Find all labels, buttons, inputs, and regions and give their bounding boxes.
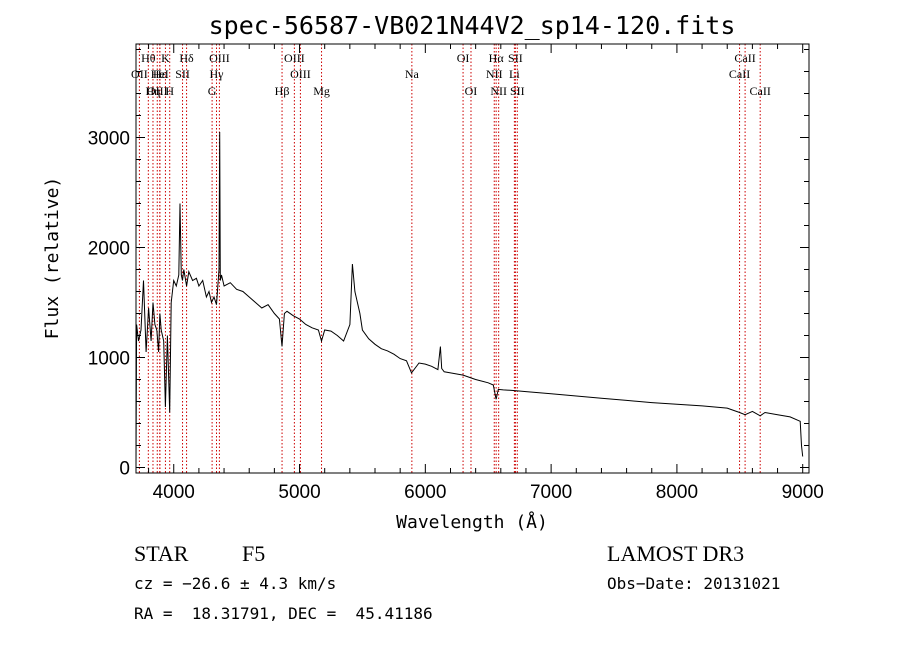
emission-line-label: NII	[490, 84, 507, 98]
emission-line-label: H	[165, 84, 174, 98]
x-tick-label: 8000	[656, 482, 698, 503]
emission-line-label: SII	[175, 67, 190, 81]
x-tick-label: 6000	[404, 482, 446, 503]
emission-line-label: HeI	[151, 67, 169, 81]
emission-line-label: OIII	[147, 84, 168, 98]
x-tick-label: 7000	[530, 482, 572, 503]
spectrum-line	[135, 131, 804, 466]
emission-line-label: SII	[508, 51, 523, 65]
x-tick-label: 4000	[153, 482, 195, 503]
survey-name: LAMOST DR3	[607, 541, 745, 566]
x-tick-label: 9000	[782, 482, 824, 503]
y-axis-label: Flux (relative)	[42, 177, 63, 340]
y-tick-label: 0	[119, 459, 130, 480]
emission-line-label: SII	[510, 84, 525, 98]
emission-line-label: Hε	[153, 67, 167, 81]
x-axis-ticks: 4000 5000 6000 7000 8000 9000	[148, 44, 824, 503]
chart-title: spec-56587-VB021N44V2_sp14-120.fits	[209, 11, 736, 40]
emission-line-label: OIII	[284, 51, 305, 65]
emission-line-label: Na	[405, 67, 420, 81]
cz-value: cz = −26.6 ± 4.3 km/s	[134, 574, 337, 593]
x-tick-label: 5000	[278, 482, 320, 503]
subclass: F5	[242, 541, 266, 566]
emission-line-label: Li	[509, 67, 520, 81]
coordinates: RA = 18.31791, DEC = 45.41186	[134, 604, 433, 623]
emission-line-label: G	[208, 84, 217, 98]
y-tick-label: 3000	[88, 129, 130, 150]
emission-line-label: OIII	[290, 67, 311, 81]
emission-line-label: Hθ	[141, 51, 156, 65]
y-tick-label: 2000	[88, 239, 130, 260]
emission-line-label: Hβ	[275, 84, 290, 98]
emission-line-label: Mg	[313, 84, 330, 98]
emission-line-label: Hη	[146, 84, 161, 98]
emission-line-label: Hα	[489, 51, 505, 65]
emission-line-label: CaII	[734, 51, 755, 65]
obs-date: Obs−Date: 20131021	[607, 574, 781, 593]
y-tick-label: 1000	[88, 349, 130, 370]
emission-line-label: Hδ	[179, 51, 194, 65]
emission-line-label: CaII	[750, 84, 771, 98]
emission-line-label: OI	[457, 51, 470, 65]
emission-line-label: K	[161, 51, 170, 65]
x-axis-label: Wavelength (Å)	[396, 511, 548, 533]
emission-line-label: Hγ	[210, 67, 225, 81]
emission-line-label: OII	[131, 67, 148, 81]
emission-line-label: OIII	[209, 51, 230, 65]
emission-line-label: OI	[465, 84, 478, 98]
emission-line-markers	[138, 44, 761, 473]
object-class: STAR	[134, 541, 189, 566]
y-axis-ticks: 0 1000 2000 3000	[88, 49, 809, 480]
emission-line-label: CaII	[729, 67, 750, 81]
plot-frame	[135, 43, 810, 474]
emission-line-label: NII	[486, 67, 503, 81]
